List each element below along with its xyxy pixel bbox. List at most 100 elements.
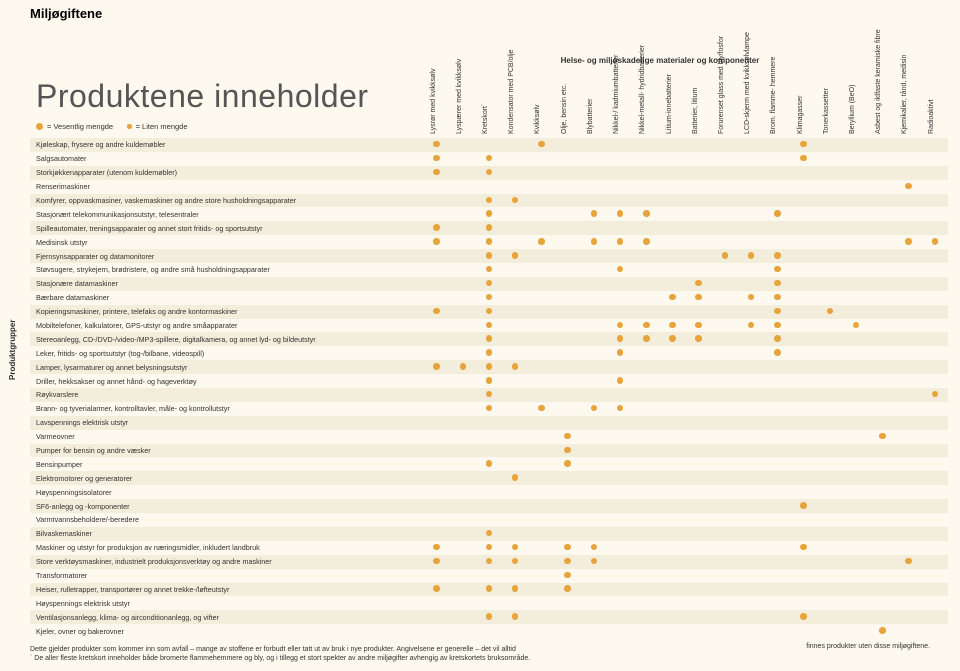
cell	[790, 305, 816, 319]
cell	[790, 610, 816, 624]
cell	[581, 485, 607, 499]
cell	[817, 277, 843, 291]
footnote-right: finnes produkter uten disse miljøgiftene…	[806, 642, 930, 651]
row-label: Bærbare datamaskiner	[30, 291, 423, 305]
cell	[659, 583, 685, 597]
cell	[895, 583, 921, 597]
cell	[476, 416, 502, 430]
row-label: Leker, fritids- og sportsutstyr (tog-/bi…	[30, 346, 423, 360]
cell	[790, 180, 816, 194]
row-label: Bilvaskemaskiner	[30, 527, 423, 541]
column-header: Blybatterier	[581, 70, 607, 138]
cell	[738, 610, 764, 624]
cell	[450, 499, 476, 513]
cell	[633, 416, 659, 430]
footnote-line2: ` De aller fleste kretskort inneholder b…	[30, 655, 530, 662]
cell	[817, 207, 843, 221]
cell	[450, 485, 476, 499]
cell	[502, 194, 528, 208]
cell	[581, 305, 607, 319]
cell	[790, 291, 816, 305]
cell	[607, 569, 633, 583]
cell	[528, 180, 554, 194]
cell	[764, 485, 790, 499]
cell	[764, 374, 790, 388]
row-label: Lamper, lysarmaturer og annet belysnings…	[30, 360, 423, 374]
cell	[423, 180, 449, 194]
cell	[686, 527, 712, 541]
column-header: Asbest og ildfaste keramiske fibre	[869, 70, 895, 138]
cell	[817, 610, 843, 624]
cell	[476, 152, 502, 166]
cell	[895, 263, 921, 277]
cell	[450, 332, 476, 346]
cell	[607, 346, 633, 360]
row-label: Driller, hekksakser og annet hånd- og ha…	[30, 374, 423, 388]
cell	[895, 457, 921, 471]
cell	[686, 346, 712, 360]
cell	[476, 444, 502, 458]
cell	[817, 166, 843, 180]
cell	[764, 444, 790, 458]
cell	[922, 541, 948, 555]
cell	[450, 416, 476, 430]
cell	[633, 499, 659, 513]
cell	[843, 457, 869, 471]
cell	[712, 527, 738, 541]
table-row: Leker, fritids- og sportsutstyr (tog-/bi…	[30, 346, 948, 360]
cell	[450, 152, 476, 166]
row-label: Brann- og tyverialarmer, kontrolltavler,…	[30, 402, 423, 416]
cell	[423, 485, 449, 499]
cell	[895, 402, 921, 416]
cell	[502, 235, 528, 249]
column-header: Lyspærer med kvikksølv	[450, 70, 476, 138]
table-row: Store verktøysmaskiner, industrielt prod…	[30, 555, 948, 569]
cell	[581, 624, 607, 638]
cell	[633, 305, 659, 319]
cell	[843, 207, 869, 221]
row-label: Ventilasjonsanlegg, klima- og airconditi…	[30, 610, 423, 624]
cell	[633, 194, 659, 208]
cell	[790, 541, 816, 555]
cell	[843, 291, 869, 305]
cell	[843, 221, 869, 235]
table-row: Renserimaskiner	[30, 180, 948, 194]
cell	[895, 388, 921, 402]
cell	[843, 444, 869, 458]
cell	[790, 402, 816, 416]
cell	[869, 499, 895, 513]
table-row: Transformatorer	[30, 569, 948, 583]
table-row: Lamper, lysarmaturer og annet belysnings…	[30, 360, 948, 374]
cell	[738, 360, 764, 374]
table-row: Komfyrer, oppvaskmasiner, vaskemaskiner …	[30, 194, 948, 208]
cell	[659, 152, 685, 166]
cell	[790, 471, 816, 485]
cell	[476, 624, 502, 638]
cell	[843, 624, 869, 638]
cell	[607, 485, 633, 499]
cell	[607, 235, 633, 249]
cell	[581, 583, 607, 597]
cell	[528, 263, 554, 277]
cell	[659, 305, 685, 319]
cell	[423, 457, 449, 471]
cell	[790, 221, 816, 235]
cell	[738, 305, 764, 319]
cell	[581, 346, 607, 360]
cell	[869, 471, 895, 485]
cell	[450, 249, 476, 263]
cell	[843, 374, 869, 388]
cell	[607, 624, 633, 638]
cell	[450, 388, 476, 402]
cell	[607, 249, 633, 263]
table-row: Varmtvannsbeholdere/-beredere	[30, 513, 948, 527]
column-header: LCD-skjerm med kvikksølvlampe	[738, 70, 764, 138]
column-header: Beryllium (BeO)	[843, 70, 869, 138]
cell	[712, 277, 738, 291]
cell	[738, 249, 764, 263]
cell	[817, 332, 843, 346]
cell	[659, 194, 685, 208]
cell	[712, 471, 738, 485]
row-label: Stereoanlegg, CD-/DVD-/video-/MP3-spille…	[30, 332, 423, 346]
cell	[528, 235, 554, 249]
